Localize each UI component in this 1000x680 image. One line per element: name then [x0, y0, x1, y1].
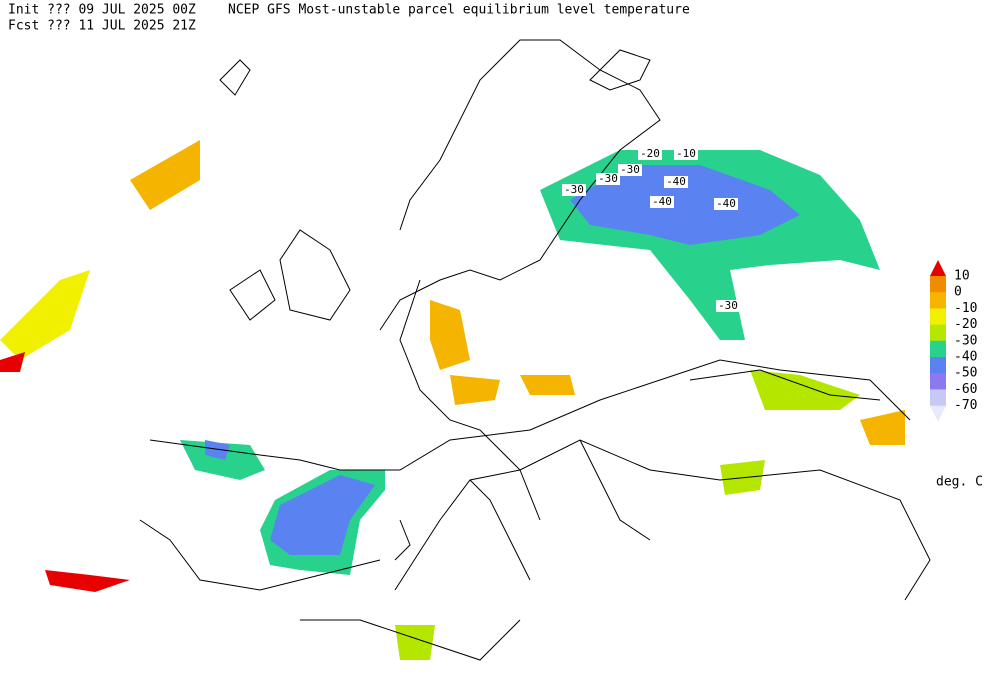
filled-regions [0, 140, 905, 660]
colorbar-segment [930, 276, 946, 293]
contour-label-bg [596, 173, 620, 185]
colorbar-label: -70 [954, 398, 977, 413]
contour-label-bg [562, 184, 586, 196]
contour-label-bg [618, 164, 642, 176]
map-title: NCEP GFS Most-unstable parcel equilibriu… [228, 3, 690, 18]
contour-label-bg [664, 176, 688, 188]
colorbar-segment [930, 340, 946, 358]
colorbar-triangle [930, 260, 946, 276]
init-text: Init ??? 09 JUL 2025 00Z [8, 3, 196, 18]
colorbar-segment [930, 308, 946, 326]
contour-label: -30 [718, 299, 738, 312]
contour-label-bg [650, 196, 674, 208]
contour-label-bg [716, 300, 740, 312]
legend-units: deg. C [936, 475, 983, 490]
contour-label: -30 [564, 183, 584, 196]
colorbar-segment [930, 389, 946, 407]
contour-label: -40 [716, 197, 736, 210]
colorbar-segment [930, 357, 946, 374]
colorbar-label: -60 [954, 382, 977, 397]
contour-label: -10 [676, 147, 696, 160]
colorbar-label: 10 [954, 269, 970, 284]
fcst-text: Fcst ??? 11 JUL 2025 21Z [8, 19, 196, 34]
colorbar-triangle [930, 405, 946, 422]
colorbar: 100-10-20-30 -40-50-60-70 [930, 260, 977, 422]
coastlines [139, 39, 931, 661]
colorbar-segment [930, 292, 946, 309]
colorbar-label: -40 [954, 350, 977, 365]
contour-label: -30 [598, 172, 618, 185]
contour-label: -40 [652, 195, 672, 208]
colorbar-segment [930, 373, 946, 390]
colorbar-label: -20 [954, 317, 977, 332]
colorbar-label: -50 [954, 366, 977, 381]
contour-label: -30 [620, 163, 640, 176]
colorbar-label: -30 [954, 333, 977, 348]
contour-label-bg [714, 198, 738, 210]
contour-label-bg [674, 148, 698, 160]
colorbar-segment [930, 324, 946, 342]
colorbar-label: -10 [954, 301, 977, 316]
contour-labels: -20 -10-30-30-40-30-40 -40-30 [562, 147, 740, 312]
colorbar-label: 0 [954, 285, 962, 300]
contour-label: -40 [666, 175, 686, 188]
contour-label-bg [638, 148, 662, 160]
contour-label: -20 [640, 147, 660, 160]
